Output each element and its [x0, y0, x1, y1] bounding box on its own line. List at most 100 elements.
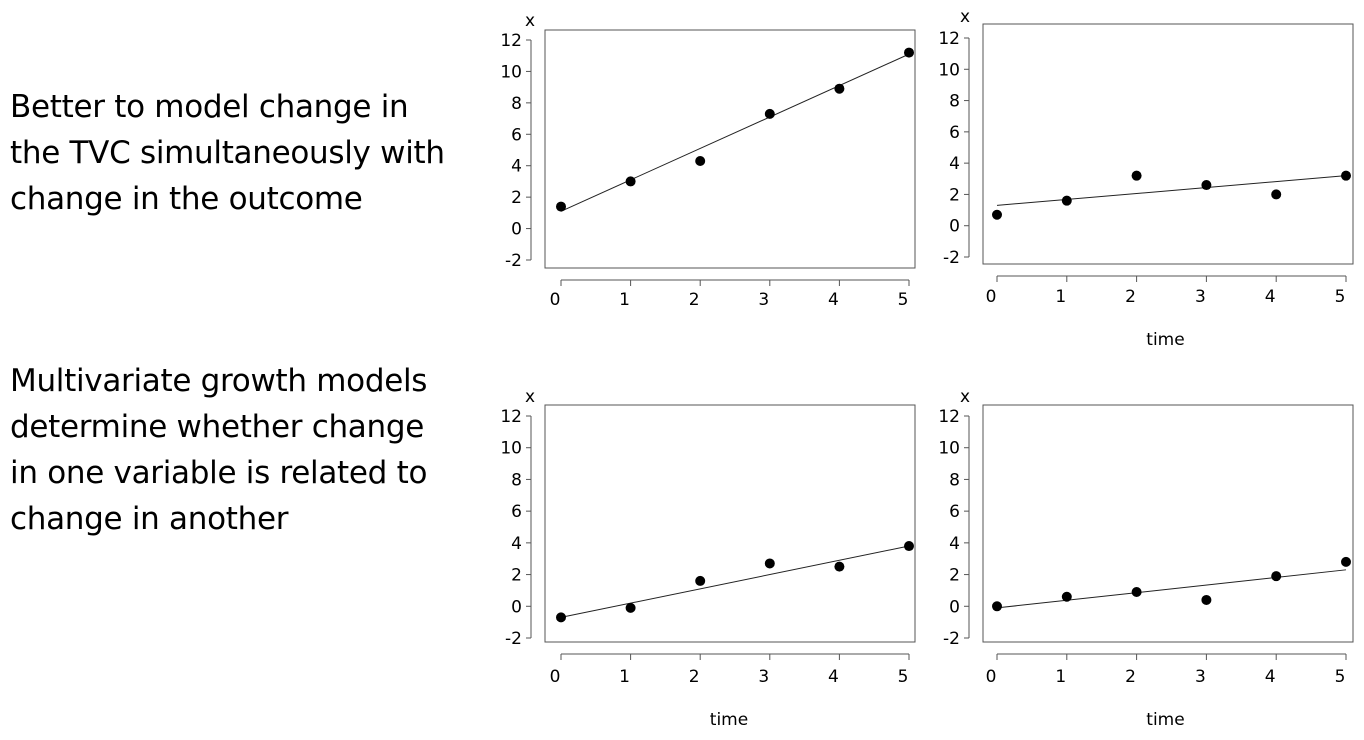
- x-tick-label: 3: [758, 667, 769, 687]
- data-point: [1201, 180, 1212, 191]
- y-tick-label: 12: [500, 407, 522, 427]
- y-tick-label: 2: [511, 188, 522, 208]
- data-point: [1271, 189, 1282, 200]
- x-tick-label: 4: [1265, 287, 1276, 307]
- x-tick-label: 3: [1195, 667, 1206, 687]
- x-tick-label: 0: [550, 290, 561, 310]
- y-tick-label: 6: [949, 123, 960, 143]
- y-tick-label: 10: [938, 439, 960, 459]
- data-point: [1131, 170, 1142, 181]
- y-tick-label: 10: [938, 60, 960, 80]
- data-point: [1341, 170, 1351, 181]
- y-axis-label: x: [960, 387, 970, 407]
- x-tick-label: 5: [898, 290, 909, 310]
- y-tick-label: 2: [949, 185, 960, 205]
- y-tick-label: 0: [949, 597, 960, 617]
- data-point: [1131, 587, 1142, 598]
- x-tick-label: 5: [898, 667, 909, 687]
- plot-frame: [982, 23, 1354, 265]
- y-tick-label: 6: [511, 502, 522, 522]
- y-tick-label: 12: [938, 29, 960, 49]
- plot-frame: [544, 29, 916, 269]
- x-tick-label: 1: [1055, 667, 1066, 687]
- x-tick-label: 0: [986, 667, 997, 687]
- data-point: [904, 541, 914, 552]
- y-tick-label: 2: [949, 566, 960, 586]
- y-tick-label: 12: [500, 31, 522, 51]
- x-tick-label: 2: [689, 667, 700, 687]
- slide-text-top: Better to model change in the TVC simult…: [10, 89, 445, 217]
- y-tick-label: 4: [949, 154, 960, 174]
- x-tick-label: 1: [619, 290, 630, 310]
- y-tick-label: 10: [500, 439, 522, 459]
- y-tick-label: -2: [505, 629, 522, 649]
- x-tick-label: 5: [1335, 287, 1346, 307]
- x-tick-label: 4: [828, 290, 839, 310]
- y-tick-label: 0: [511, 597, 522, 617]
- y-tick-label: 12: [938, 407, 960, 427]
- x-tick-label: 5: [1335, 667, 1346, 687]
- x-axis-label: time: [1146, 330, 1184, 350]
- y-tick-label: 4: [511, 157, 522, 177]
- slide-text-bottom: Multivariate growth models determine whe…: [10, 363, 428, 537]
- x-tick-label: 0: [550, 667, 561, 687]
- data-point: [1341, 556, 1351, 567]
- y-tick-label: 0: [511, 220, 522, 240]
- x-tick-label: 4: [1265, 667, 1276, 687]
- data-point: [764, 108, 775, 119]
- x-tick-label: 0: [986, 287, 997, 307]
- y-tick-label: -2: [505, 251, 522, 271]
- data-point: [1201, 594, 1212, 605]
- data-point: [625, 176, 636, 187]
- x-tick-label: 2: [1125, 667, 1136, 687]
- x-tick-label: 3: [1195, 287, 1206, 307]
- data-point: [625, 602, 636, 613]
- y-tick-label: 6: [511, 125, 522, 145]
- y-tick-label: 4: [511, 534, 522, 554]
- y-tick-label: -2: [943, 629, 960, 649]
- y-tick-label: 8: [949, 92, 960, 112]
- y-axis-label: x: [960, 7, 970, 27]
- x-tick-label: 4: [828, 667, 839, 687]
- data-point: [1271, 571, 1282, 582]
- data-point: [992, 601, 1002, 612]
- data-point: [556, 201, 566, 212]
- y-tick-label: 0: [949, 217, 960, 237]
- y-tick-label: 2: [511, 566, 522, 586]
- y-axis-label: x: [525, 11, 535, 31]
- y-tick-label: 8: [511, 470, 522, 490]
- data-point: [992, 209, 1002, 220]
- y-axis-label: x: [525, 387, 535, 407]
- data-point: [695, 156, 706, 166]
- fit-line: [560, 545, 910, 618]
- y-tick-label: 6: [949, 502, 960, 522]
- x-axis-label: time: [710, 710, 748, 730]
- fit-line: [560, 53, 910, 212]
- data-point: [695, 575, 706, 586]
- x-tick-label: 2: [1125, 287, 1136, 307]
- plot-frame: [982, 404, 1354, 643]
- data-point: [1061, 591, 1072, 602]
- y-tick-label: 8: [949, 470, 960, 490]
- data-point: [1061, 195, 1072, 206]
- x-tick-label: 1: [619, 667, 630, 687]
- y-tick-label: 8: [511, 94, 522, 114]
- y-tick-label: 10: [500, 62, 522, 82]
- data-point: [904, 47, 914, 58]
- y-tick-label: 4: [949, 534, 960, 554]
- fit-line: [996, 569, 1347, 609]
- fit-line: [996, 175, 1347, 206]
- x-tick-label: 3: [758, 290, 769, 310]
- x-tick-label: 2: [689, 290, 700, 310]
- x-axis-label: time: [1146, 710, 1184, 730]
- data-point: [556, 612, 566, 623]
- x-tick-label: 1: [1055, 287, 1066, 307]
- data-point: [834, 561, 845, 572]
- data-point: [834, 83, 845, 94]
- y-tick-label: -2: [943, 248, 960, 268]
